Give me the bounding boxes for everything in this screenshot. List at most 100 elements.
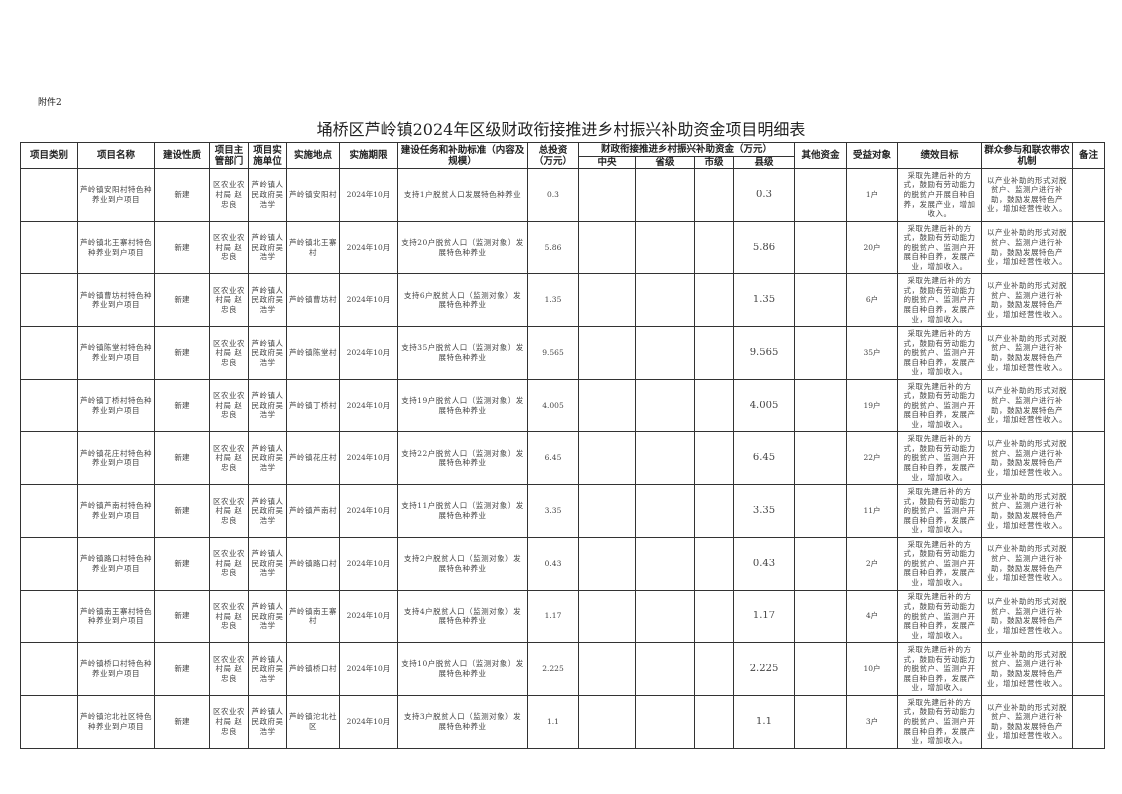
- cell-dept-text: 区农业农村局 赵忠良: [213, 707, 245, 736]
- cell-name-text: 芦岭镇丁桥村特色种养业到户项目: [80, 396, 152, 415]
- cell-name-text: 芦岭镇北王寨村特色种养业到户项目: [80, 237, 152, 257]
- table-row: 芦岭镇桥口村特色种养业到户项目 新建 区农业农村局 赵忠良 芦岭镇人民政府吴浩学 芦岭镇…: [20, 642, 1106, 696]
- cell-county: 0.3: [732, 168, 796, 222]
- header-county: 县级: [732, 156, 796, 169]
- cell-beneficiary-text: 35户: [863, 347, 881, 357]
- cell-city: [694, 378, 734, 433]
- cell-total-text: 9.565: [542, 347, 564, 357]
- cell-other: [794, 694, 848, 749]
- cell-task-text: 支持3户脱贫人口（监测对象）发展特色种养业: [403, 712, 522, 731]
- cell-location: 芦岭镇路口村: [286, 536, 340, 591]
- cell-period: 2024年10月: [339, 484, 398, 538]
- cell-total: 2.225: [527, 642, 579, 696]
- table-row: 芦岭镇安阳村特色种养业到户项目 新建 区农业农村局 赵忠良 芦岭镇人民政府吴浩学 芦岭镇…: [20, 168, 1106, 222]
- cell-location: 芦岭镇南王寨村: [286, 589, 340, 644]
- cell-name: 芦岭镇花庄村特色种养业到户项目: [77, 431, 155, 486]
- cell-name: 芦岭镇丁桥村特色种养业到户项目: [77, 378, 155, 433]
- cell-goal: 采取先建后补的方式，鼓励有劳动能力的脱贫户、监测户开展自种自养，发展产业，增加收…: [897, 484, 983, 538]
- header-central: 中央: [578, 156, 636, 169]
- cell-name: 芦岭镇安阳村特色种养业到户项目: [77, 168, 155, 222]
- cell-location: 芦岭镇芦南村: [286, 484, 340, 538]
- cell-dept: 区农业农村局 赵忠良: [209, 168, 249, 222]
- cell-remark: [1072, 642, 1106, 696]
- cell-beneficiary-text: 20户: [863, 242, 881, 252]
- header-nature: 建设性质: [154, 142, 210, 169]
- cell-location: 芦岭镇曹坊村: [286, 273, 340, 328]
- cell-county-text: 4.005: [749, 400, 779, 411]
- cell-unit: 芦岭镇人民政府吴浩学: [248, 326, 287, 380]
- cell-county-text: 6.45: [752, 453, 776, 464]
- cell-location-text: 芦岭镇丁桥村: [289, 400, 337, 410]
- cell-county: 1.17: [732, 589, 796, 644]
- cell-period-text: 2024年10月: [346, 453, 391, 463]
- cell-name: 芦岭镇芦南村特色种养业到户项目: [77, 484, 155, 538]
- cell-county-text: 9.565: [749, 347, 779, 358]
- cell-dept: 区农业农村局 赵忠良: [209, 589, 249, 644]
- cell-task: 支持4户脱贫人口（监测对象）发展特色种养业: [397, 589, 528, 644]
- cell-category: [20, 168, 78, 222]
- cell-county-text: 3.35: [752, 505, 776, 516]
- cell-dept: 区农业农村局 赵忠良: [209, 431, 249, 486]
- cell-remark: [1072, 589, 1106, 644]
- cell-unit: 芦岭镇人民政府吴浩学: [248, 220, 287, 275]
- cell-period: 2024年10月: [339, 168, 398, 222]
- cell-goal-text: 采取先建后补的方式，鼓励有劳动能力的脱贫户、监测户开展自种自养，发展产业，增加收…: [903, 697, 976, 746]
- cell-county: 0.43: [732, 536, 796, 591]
- cell-period: 2024年10月: [339, 536, 398, 591]
- cell-location: 芦岭镇丁桥村: [286, 378, 340, 433]
- cell-beneficiary-text: 6户: [865, 295, 879, 305]
- cell-task-text: 支持22户脱贫人口（监测对象）发展特色种养业: [401, 448, 524, 468]
- cell-province: [635, 589, 695, 644]
- cell-dept-text: 区农业农村局 赵忠良: [213, 391, 245, 420]
- cell-dept: 区农业农村局 赵忠良: [209, 378, 249, 433]
- cell-goal: 采取先建后补的方式，鼓励有劳动能力的脱贫户、监测户开展自种自养，发展产业，增加收…: [897, 326, 983, 380]
- cell-dept-text: 区农业农村局 赵忠良: [213, 654, 245, 683]
- cell-name-text: 芦岭镇南王寨村特色种养业到户项目: [80, 606, 152, 626]
- cell-total-text: 4.005: [542, 400, 564, 410]
- cell-mechanism-text: 以产业补助的形式对脱贫户、监测户进行补助，鼓励发展特色产业，增加经营性收入。: [987, 175, 1068, 214]
- cell-total: 3.35: [527, 484, 579, 538]
- cell-beneficiary-text: 11户: [863, 505, 881, 515]
- header-province: 省级: [635, 156, 695, 169]
- cell-central: [578, 484, 636, 538]
- header-name: 项目名称: [77, 142, 155, 169]
- header-dept: 项目主管部门: [209, 142, 249, 169]
- table-row: 芦岭镇北王寨村特色种养业到户项目 新建 区农业农村局 赵忠良 芦岭镇人民政府吴浩学 芦岭…: [20, 220, 1106, 275]
- cell-dept: 区农业农村局 赵忠良: [209, 220, 249, 275]
- cell-total: 0.43: [527, 536, 579, 591]
- cell-task: 支持10户脱贫人口（监测对象）发展特色种养业: [397, 642, 528, 696]
- cell-province: [635, 168, 695, 222]
- cell-name: 芦岭镇路口村特色种养业到户项目: [77, 536, 155, 591]
- cell-county-text: 2.225: [749, 664, 779, 675]
- cell-goal-text: 采取先建后补的方式，鼓励有劳动能力的脱贫户、监测户开展自种自养，发展产业，增加收…: [903, 434, 976, 482]
- cell-county: 1.1: [732, 694, 796, 749]
- header-goal: 绩效目标: [897, 142, 983, 169]
- cell-goal: 采取先建后补的方式，鼓励有劳动能力的脱贫户、监测户开展自种自养，发展产业，增加收…: [897, 220, 983, 275]
- cell-mechanism-text: 以产业补助的形式对脱贫户、监测户进行补助，鼓励发展特色产业，增加经营性收入。: [987, 597, 1068, 635]
- cell-central: [578, 273, 636, 328]
- cell-name: 芦岭镇南王寨村特色种养业到户项目: [77, 589, 155, 644]
- cell-name-text: 芦岭镇花庄村特色种养业到户项目: [80, 448, 152, 468]
- cell-name-text: 芦岭镇曹坊村特色种养业到户项目: [80, 290, 152, 310]
- cell-nature: 新建: [154, 536, 210, 591]
- cell-category: [20, 326, 78, 380]
- cell-total-text: 1.1: [547, 716, 559, 726]
- cell-task: 支持22户脱贫人口（监测对象）发展特色种养业: [397, 431, 528, 486]
- cell-province: [635, 484, 695, 538]
- cell-mechanism-text: 以产业补助的形式对脱贫户、监测户进行补助，鼓励发展特色产业，增加经营性收入。: [987, 281, 1068, 319]
- cell-unit: 芦岭镇人民政府吴浩学: [248, 536, 287, 591]
- cell-dept: 区农业农村局 赵忠良: [209, 326, 249, 380]
- cell-county: 6.45: [732, 431, 796, 486]
- cell-total: 1.35: [527, 273, 579, 328]
- cell-location-text: 芦岭镇曹坊村: [289, 295, 337, 305]
- cell-central: [578, 220, 636, 275]
- cell-dept: 区农业农村局 赵忠良: [209, 536, 249, 591]
- cell-central: [578, 378, 636, 433]
- cell-task: 支持1户脱贫人口发展特色种养业: [397, 168, 528, 222]
- cell-county-text: 1.35: [752, 295, 776, 306]
- cell-name: 芦岭镇沱北社区特色种养业到户项目: [77, 694, 155, 749]
- cell-unit-text: 芦岭镇人民政府吴浩学: [251, 443, 284, 473]
- cell-location: 芦岭镇沱北社区: [286, 694, 340, 749]
- cell-beneficiary-text: 22户: [863, 453, 881, 463]
- cell-other: [794, 431, 848, 486]
